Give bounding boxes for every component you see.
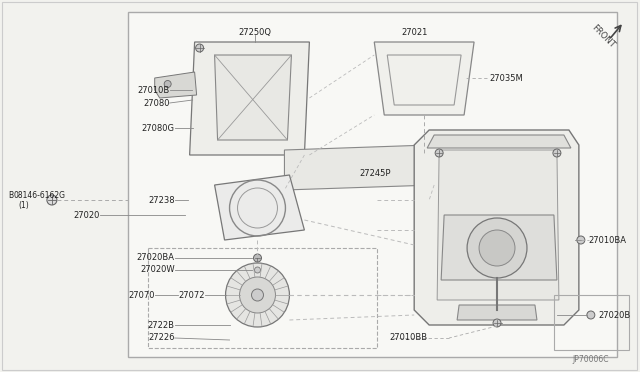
Text: 27020B: 27020B xyxy=(599,311,631,320)
Circle shape xyxy=(164,80,171,87)
Text: FRONT: FRONT xyxy=(589,23,616,49)
Polygon shape xyxy=(427,135,571,148)
Text: 27020BA: 27020BA xyxy=(137,253,175,263)
Text: 27245P: 27245P xyxy=(359,169,391,177)
Text: 27226: 27226 xyxy=(148,334,175,343)
Circle shape xyxy=(255,267,260,273)
Circle shape xyxy=(479,230,515,266)
Text: 27070: 27070 xyxy=(128,291,155,299)
Text: 27080: 27080 xyxy=(143,99,170,108)
Circle shape xyxy=(493,319,501,327)
Polygon shape xyxy=(214,175,305,240)
Polygon shape xyxy=(374,42,474,115)
Circle shape xyxy=(553,149,561,157)
Polygon shape xyxy=(155,72,196,98)
Circle shape xyxy=(252,289,264,301)
Bar xyxy=(128,12,617,357)
Bar xyxy=(554,295,628,350)
Polygon shape xyxy=(414,130,579,325)
Text: 27021: 27021 xyxy=(401,28,428,36)
Text: 08146-6162G: 08146-6162G xyxy=(14,190,66,199)
Text: 27035M: 27035M xyxy=(489,74,523,83)
Circle shape xyxy=(587,311,595,319)
Circle shape xyxy=(467,218,527,278)
Polygon shape xyxy=(214,55,291,140)
Circle shape xyxy=(239,277,275,313)
Polygon shape xyxy=(441,215,557,280)
Circle shape xyxy=(253,254,262,262)
Circle shape xyxy=(47,195,57,205)
Text: 27010BA: 27010BA xyxy=(589,235,627,244)
Text: (1): (1) xyxy=(18,201,29,209)
Text: 27080G: 27080G xyxy=(141,124,175,132)
Text: 27020W: 27020W xyxy=(140,266,175,275)
Text: 27072: 27072 xyxy=(178,291,205,299)
Bar xyxy=(148,248,377,348)
Text: B: B xyxy=(8,190,13,199)
Text: 27250Q: 27250Q xyxy=(238,28,271,36)
Circle shape xyxy=(196,44,204,52)
Text: 27238: 27238 xyxy=(148,196,175,205)
Text: 27020: 27020 xyxy=(74,211,100,219)
Polygon shape xyxy=(457,305,537,320)
Circle shape xyxy=(577,236,585,244)
Text: 2722B: 2722B xyxy=(148,321,175,330)
Text: 27010BB: 27010BB xyxy=(389,334,428,343)
Text: JP70006C: JP70006C xyxy=(572,356,609,365)
Polygon shape xyxy=(437,150,559,300)
Circle shape xyxy=(225,263,289,327)
Circle shape xyxy=(435,149,443,157)
Polygon shape xyxy=(284,145,434,190)
Polygon shape xyxy=(189,42,309,155)
Text: 27010B: 27010B xyxy=(138,86,170,94)
